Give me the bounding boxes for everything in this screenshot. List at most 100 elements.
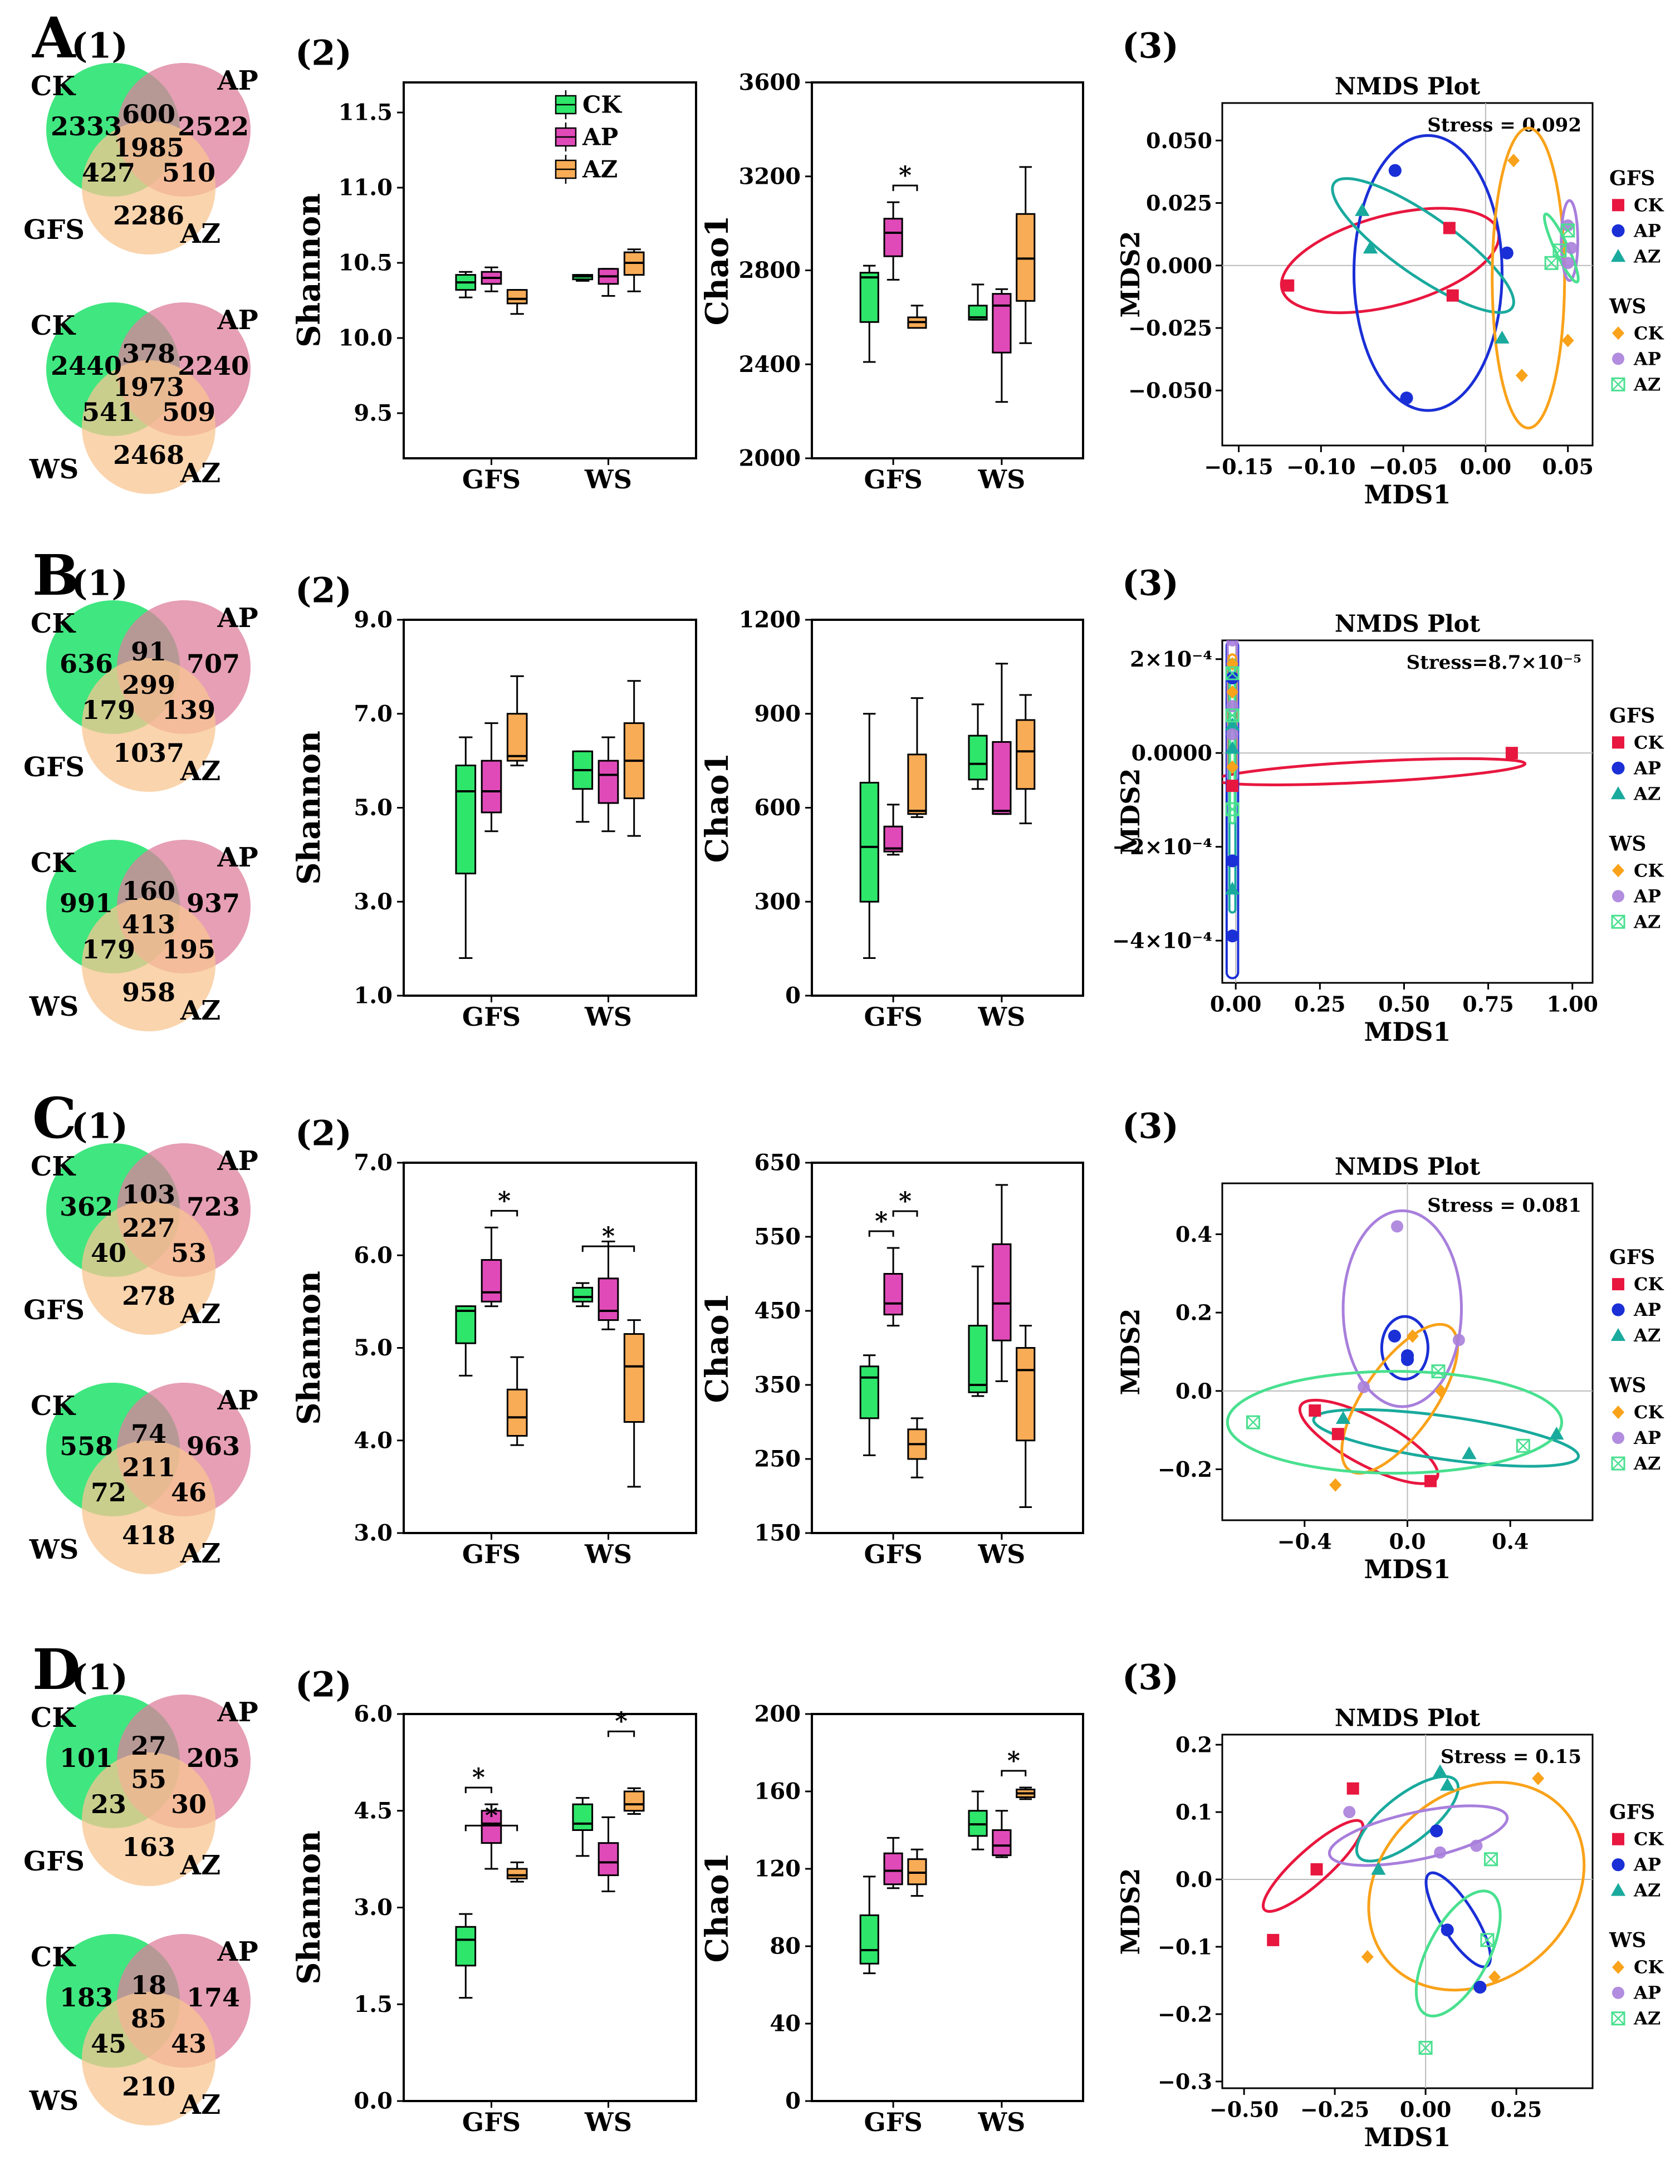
y-tick-label: 550 [755, 1224, 801, 1250]
venn-label-az: AZ [180, 1850, 221, 1881]
point-gfs-az [1432, 1764, 1448, 1777]
y-tick-label: 3.0 [354, 1520, 393, 1546]
venn-count-ap-az: 509 [162, 397, 215, 427]
box-body [572, 1803, 594, 1832]
venn-count-ap-az: 53 [171, 1238, 207, 1268]
ellipse-gfs-az [1312, 1408, 1580, 1468]
point-ws-ap [1357, 1380, 1370, 1393]
point-gfs-ck [1282, 279, 1295, 292]
point-ws-az-cross-b [1226, 667, 1240, 680]
plot-frame [403, 619, 697, 997]
y-tick-label: 350 [755, 1372, 801, 1398]
x-axis-label: MDS1 [1364, 479, 1451, 510]
x-tick-label: WS [977, 1002, 1025, 1032]
venn-label-ap: AP [217, 1385, 258, 1416]
point-gfs-az [1363, 241, 1378, 254]
panel-letter: B [32, 542, 80, 608]
venn-label-az: AZ [180, 218, 221, 249]
venn-count-ck-ap: 103 [122, 1179, 175, 1209]
legend-marker-gfs-az [1610, 786, 1626, 800]
venn-count-ck: 2440 [51, 351, 122, 381]
venn-env-label: GFS [23, 214, 85, 246]
box-az [506, 289, 528, 315]
box-ap [883, 201, 903, 281]
box-body [506, 1868, 528, 1879]
nmds-title: NMDS Plot [1335, 610, 1481, 638]
significance-bracket [868, 1230, 894, 1237]
box-ck [572, 750, 594, 823]
venn-count-ck-az: 23 [91, 1789, 126, 1819]
point-ws-az-box [1483, 1852, 1498, 1867]
venn-count-ck-ap: 27 [131, 1731, 166, 1761]
venn-count-ck-ap: 378 [122, 339, 175, 369]
box-ap [481, 266, 502, 292]
point-ws-az [1225, 708, 1240, 723]
venn-count-ap: 205 [187, 1743, 240, 1773]
box-body [455, 765, 477, 875]
point-ws-az-cross-b [1419, 2041, 1432, 2055]
point-ws-ap [1434, 1846, 1447, 1859]
point-ws-az-cross-b [1481, 1933, 1494, 1947]
x-tick-label: 0.50 [1378, 992, 1430, 1017]
panel-sub-nmds: (3) [1122, 1106, 1179, 1147]
y-tick-label: 6.0 [354, 1242, 393, 1269]
y-tick-label: 600 [755, 795, 801, 821]
box-ck [859, 713, 879, 959]
point-ws-ap [1343, 1806, 1356, 1819]
venn-env-label: GFS [23, 1295, 85, 1326]
plot-frame [811, 1162, 1084, 1534]
y-tick-label: 3600 [739, 70, 801, 96]
point-gfs-ck [1346, 1782, 1359, 1795]
legend-marker-ws-ap [1612, 352, 1624, 365]
point-gfs-ap [1226, 671, 1239, 684]
venn-count-all: 413 [122, 909, 175, 939]
y-tick-label: 3.0 [354, 1894, 393, 1921]
venn-env-label: WS [29, 991, 79, 1022]
y-axis-label: Shannon [291, 1271, 327, 1425]
y-tick-label: 6.0 [354, 1701, 393, 1727]
nmds-plot-area [1261, 1764, 1586, 2055]
point-gfs-ap [1388, 1329, 1401, 1343]
box-az [1016, 166, 1036, 344]
venn-count-az: 210 [122, 2072, 175, 2102]
significance-star: * [615, 1707, 628, 1736]
venn-count-az: 278 [122, 1281, 175, 1311]
venn-label-ck: CK [31, 1390, 76, 1422]
plot-frame [1221, 639, 1594, 984]
box-body [455, 1926, 477, 1967]
x-tick-label: GFS [864, 464, 923, 494]
box-az [1016, 1325, 1036, 1508]
chao1-boxplot-b: 0 300 600 900 1200 Chao1 GFS WS [699, 607, 1084, 1032]
point-gfs-az [1549, 1427, 1564, 1440]
legend-label: CK [1634, 194, 1664, 216]
box-body [968, 734, 988, 781]
box-ap [992, 663, 1012, 815]
venn-count-ck-ap: 74 [131, 1419, 166, 1449]
point-ws-az-cross-b [1516, 1439, 1530, 1453]
y-tick-label: −4×10⁻⁴ [1112, 928, 1212, 953]
venn-label-ap: AP [217, 842, 258, 873]
legend-title: WS [1609, 1374, 1646, 1397]
legend-marker-ws-az-box [1611, 914, 1625, 929]
venn-label-ck: CK [31, 1151, 76, 1182]
y-tick-label: 450 [755, 1298, 801, 1324]
legend-label: AP [1633, 348, 1661, 369]
venn-count-ck-ap: 160 [122, 876, 175, 906]
nmds-title: NMDS Plot [1335, 1705, 1481, 1732]
point-ws-ck [1515, 369, 1528, 383]
y-tick-label: 7.0 [354, 701, 393, 727]
legend-label: AP [1633, 1299, 1661, 1320]
y-tick-label: 5.0 [354, 795, 393, 821]
x-tick-label: 0.4 [1492, 1529, 1529, 1554]
y-tick-label: −0.3 [1158, 2069, 1212, 2094]
panel-sub-box: (2) [295, 33, 352, 74]
stress-label: Stress=8.7×10⁻⁵ [1407, 652, 1581, 674]
point-gfs-az [1462, 1446, 1477, 1460]
y-axis-label: MDS2 [1115, 1308, 1145, 1395]
point-gfs-az [1371, 1862, 1386, 1875]
point-gfs-ck [1331, 1428, 1344, 1441]
venn-count-az: 2468 [113, 440, 184, 470]
legend-marker-gfs-az [1610, 1328, 1626, 1341]
point-gfs-az [1440, 1777, 1455, 1791]
venn-label-ap: AP [217, 603, 258, 634]
